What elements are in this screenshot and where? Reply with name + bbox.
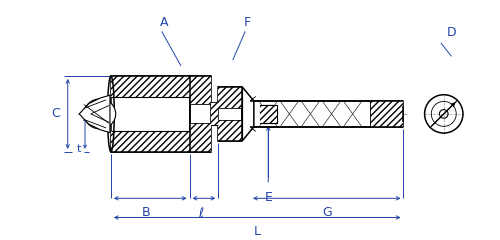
Text: G: G [322,206,332,219]
Text: D: D [446,26,456,39]
Polygon shape [79,95,110,132]
Bar [111,131,190,152]
Bar [190,124,210,152]
Text: t: t [77,144,82,154]
Bar [218,87,242,108]
Bar [190,76,210,104]
Text: A: A [160,17,168,30]
Bar [218,120,242,141]
Text: F: F [244,17,250,30]
Text: $\ell$: $\ell$ [198,206,204,220]
Bar [218,87,242,141]
Ellipse shape [84,99,116,129]
Text: L: L [254,225,261,238]
Bar [210,102,218,126]
Bar [250,101,404,127]
Bar [190,76,210,152]
Text: B: B [142,206,150,219]
Bar [260,105,277,123]
Bar [260,105,277,123]
Text: C: C [51,107,60,120]
Polygon shape [242,87,254,141]
Bar [111,76,190,152]
Bar [210,102,218,126]
Text: E: E [264,191,272,204]
Bar [370,101,404,127]
Bar [111,76,190,97]
